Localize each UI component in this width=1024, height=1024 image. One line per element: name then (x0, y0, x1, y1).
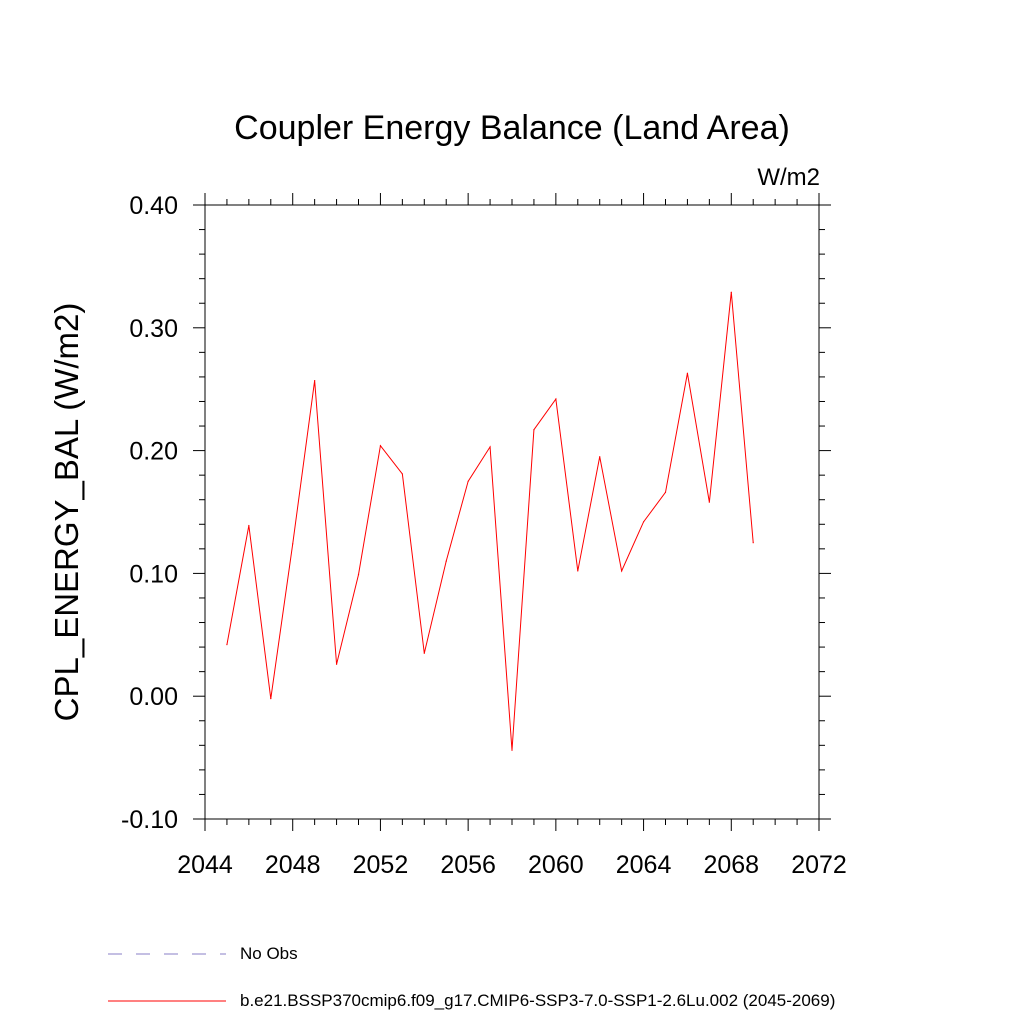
y-tick-label: 0.10 (129, 560, 178, 588)
data-point (292, 543, 294, 545)
x-tick-label: 2072 (791, 851, 847, 879)
data-point (314, 380, 316, 382)
data-point (642, 521, 645, 523)
data-point (489, 446, 491, 448)
x-tick-label: 2052 (353, 851, 409, 879)
data-point (752, 542, 754, 544)
x-tick-label: 2048 (265, 851, 321, 879)
x-tick-labels: 2044 2048 2052 2056 2060 2064 2068 2072 (177, 851, 847, 879)
legend-label-model: b.e21.BSSP370cmip6.f09_g17.CMIP6-SSP3-7.… (240, 991, 835, 1010)
minor-ticks (199, 199, 825, 825)
data-point (664, 491, 667, 493)
data-point (226, 644, 228, 646)
x-tick-label: 2056 (440, 851, 496, 879)
chart-title: Coupler Energy Balance (Land Area) (234, 109, 790, 147)
data-point (248, 524, 250, 527)
data-point (445, 560, 447, 562)
data-point (599, 456, 601, 458)
data-point (730, 291, 732, 293)
data-point (270, 698, 272, 700)
data-point (401, 473, 403, 475)
y-tick-label: 0.00 (129, 683, 178, 711)
y-tick-label: 0.30 (129, 315, 178, 343)
x-tick-label: 2064 (616, 851, 672, 879)
y-tick-label: 0.40 (129, 192, 178, 220)
data-point (379, 445, 382, 447)
data-point (335, 663, 338, 665)
y-tick-label: -0.10 (121, 806, 178, 834)
data-point (621, 570, 623, 572)
units-label: W/m2 (757, 164, 820, 191)
x-tick-label: 2060 (528, 851, 584, 879)
data-point (423, 652, 425, 654)
data-point (511, 749, 513, 751)
data-point (577, 570, 579, 572)
data-point (686, 372, 689, 374)
x-tick-label: 2044 (177, 851, 233, 879)
data-point (533, 429, 535, 431)
y-axis-label: CPL_ENERGY_BAL (W/m2) (48, 303, 85, 722)
series-line-0 (226, 292, 754, 751)
data-point (555, 398, 557, 400)
data-point (708, 501, 710, 503)
series-layer (226, 291, 754, 751)
y-tick-label: 0.20 (129, 438, 178, 466)
y-tick-labels: -0.10 0.00 0.10 0.20 0.30 0.40 (121, 192, 178, 834)
legend-label-no-obs: No Obs (240, 944, 298, 963)
legend: No Obs b.e21.BSSP370cmip6.f09_g17.CMIP6-… (108, 944, 835, 1010)
data-point (357, 574, 360, 576)
data-point (467, 480, 469, 482)
major-ticks (193, 193, 831, 831)
x-tick-label: 2068 (703, 851, 759, 879)
